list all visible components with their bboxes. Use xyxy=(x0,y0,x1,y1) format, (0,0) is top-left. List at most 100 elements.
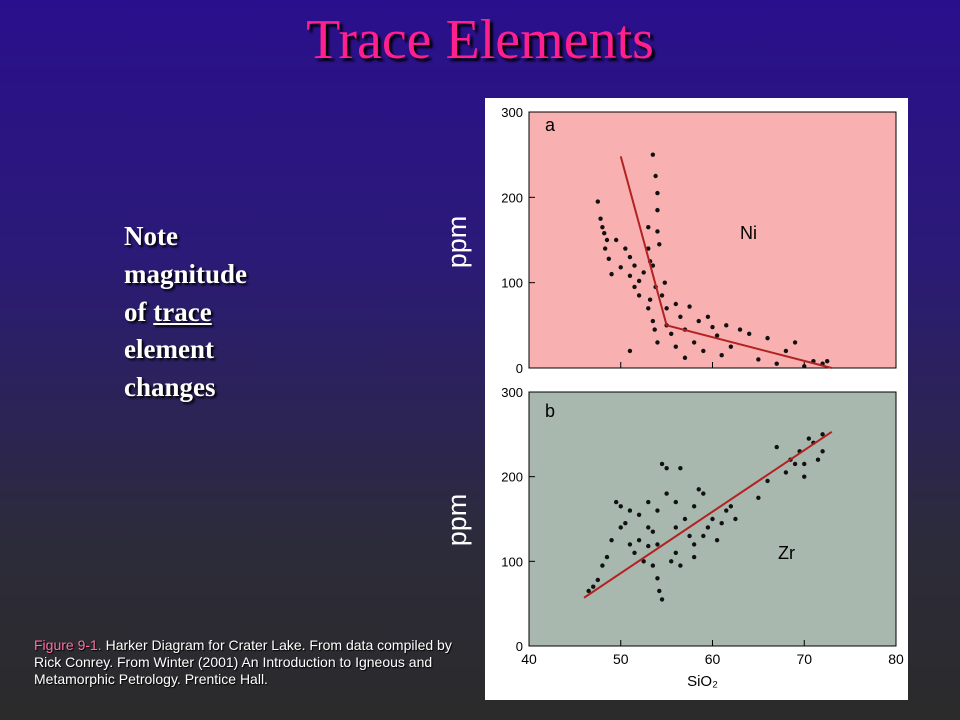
point xyxy=(792,340,798,345)
point xyxy=(655,508,660,513)
point xyxy=(774,444,779,450)
x-tick-label: 70 xyxy=(796,651,812,667)
point xyxy=(682,516,688,522)
point xyxy=(657,588,662,594)
point xyxy=(701,533,706,539)
point xyxy=(696,487,701,492)
point xyxy=(747,331,752,337)
point xyxy=(691,340,697,345)
caption: Figure 9-1. Harker Diagram for Crater La… xyxy=(34,637,474,688)
point xyxy=(659,597,665,602)
point xyxy=(783,470,789,475)
point xyxy=(714,537,720,543)
x-tick-label: 40 xyxy=(521,651,537,667)
point xyxy=(627,542,633,547)
point xyxy=(591,584,596,589)
point xyxy=(710,516,715,522)
point xyxy=(613,237,619,243)
note-line: magnitude xyxy=(124,258,248,289)
point xyxy=(783,348,789,354)
point xyxy=(606,256,612,261)
series-label: Zr xyxy=(778,543,795,563)
point xyxy=(646,306,651,311)
point xyxy=(655,229,660,234)
point xyxy=(673,344,678,349)
x-axis-label: SiO₂ xyxy=(687,673,718,690)
point xyxy=(609,537,614,543)
point xyxy=(765,478,770,484)
y-axis-label: ppm xyxy=(442,494,472,547)
y-tick-label: 300 xyxy=(501,105,523,120)
note-word: of xyxy=(124,296,147,327)
point xyxy=(724,508,729,513)
point xyxy=(687,533,692,539)
point xyxy=(655,542,660,547)
point xyxy=(632,284,637,290)
point xyxy=(682,355,688,360)
point xyxy=(636,293,642,298)
point xyxy=(600,225,605,230)
point xyxy=(653,173,658,179)
note-line: of trace xyxy=(124,294,247,332)
y-tick-label: 200 xyxy=(501,470,523,485)
point xyxy=(673,301,678,307)
note-line: element xyxy=(124,334,214,365)
point xyxy=(662,280,667,285)
point xyxy=(627,508,633,513)
point xyxy=(705,314,711,319)
point xyxy=(627,348,633,354)
y-tick-label: 100 xyxy=(501,554,523,569)
point xyxy=(641,559,646,564)
point xyxy=(678,466,683,471)
point xyxy=(710,324,715,330)
point xyxy=(627,254,633,260)
point xyxy=(705,525,711,530)
point xyxy=(765,335,770,341)
point xyxy=(646,246,651,251)
point xyxy=(774,361,779,366)
point xyxy=(806,436,812,441)
point xyxy=(756,357,761,362)
plot-area xyxy=(528,111,897,369)
point xyxy=(719,521,724,526)
x-tick-label: 60 xyxy=(705,651,721,667)
note-line: changes xyxy=(124,372,216,403)
panel-label: a xyxy=(545,115,556,135)
point xyxy=(627,273,633,279)
point xyxy=(618,525,623,530)
trend-line xyxy=(583,430,833,599)
point xyxy=(632,550,637,556)
point xyxy=(609,271,614,277)
point xyxy=(632,263,637,268)
point xyxy=(664,306,669,311)
note-word: trace xyxy=(153,296,212,327)
point xyxy=(664,491,669,496)
note-line: Note xyxy=(124,221,178,251)
point xyxy=(691,554,697,560)
point xyxy=(604,237,610,243)
point xyxy=(659,461,665,467)
point xyxy=(792,461,798,467)
point xyxy=(650,563,656,568)
point xyxy=(650,529,656,534)
point xyxy=(595,199,601,204)
point xyxy=(815,457,821,462)
point xyxy=(652,327,657,332)
point xyxy=(673,499,678,505)
point xyxy=(673,550,678,556)
point xyxy=(655,207,660,213)
y-tick-label: 100 xyxy=(501,276,523,291)
point xyxy=(678,563,683,568)
point xyxy=(618,504,623,509)
series-label: Ni xyxy=(740,223,757,243)
point xyxy=(646,543,651,549)
x-tick-label: 50 xyxy=(613,651,629,667)
point xyxy=(655,576,660,581)
point xyxy=(820,432,825,437)
point xyxy=(669,559,674,564)
point xyxy=(650,318,656,324)
point xyxy=(636,512,642,517)
point xyxy=(655,340,660,345)
point xyxy=(646,525,651,530)
